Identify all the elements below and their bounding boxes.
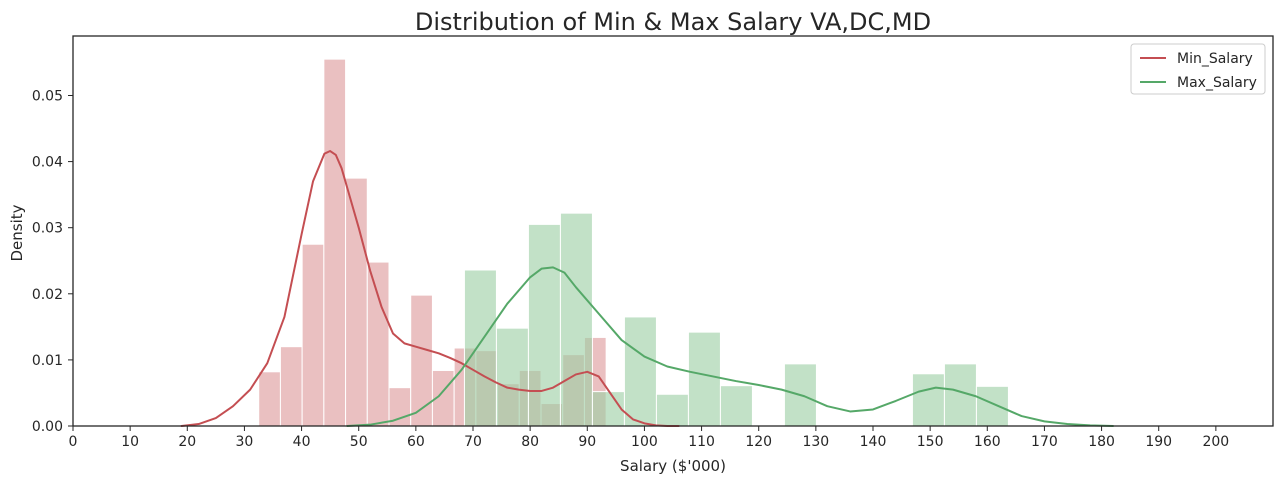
y-tick-label: 0.03 — [32, 221, 63, 237]
kde-line-min-salary — [180, 150, 680, 427]
x-axis-title: Salary ($'000) — [620, 457, 726, 475]
x-tick-label: 20 — [178, 434, 196, 450]
legend: Min_Salary Max_Salary — [1130, 43, 1266, 95]
x-tick-label: 70 — [464, 434, 482, 450]
hist-bar-min-salary-3 — [323, 58, 347, 427]
kde-layer — [180, 150, 1114, 427]
y-tick-label: 0.02 — [32, 287, 63, 303]
x-tick-label: 110 — [688, 434, 715, 450]
hist-bar-min-salary-5 — [366, 261, 390, 427]
kde-line-max-salary — [346, 266, 1114, 427]
x-tick-label: 190 — [1145, 434, 1172, 450]
x-tick-label: 30 — [236, 434, 254, 450]
plot-frame — [72, 35, 1274, 427]
x-tick-label: 0 — [69, 434, 78, 450]
hist-bar-max-salary-4 — [591, 391, 625, 427]
hist-bar-min-salary-2 — [301, 243, 325, 427]
hist-bar-max-salary-6 — [655, 393, 689, 427]
hist-bar-max-salary-0 — [463, 269, 497, 427]
x-tick-label: 40 — [293, 434, 311, 450]
hist-bar-min-salary-1 — [279, 346, 303, 427]
legend-label-max-salary: Max_Salary — [1177, 75, 1257, 91]
x-tick-label: 10 — [121, 434, 139, 450]
hist-bar-max-salary-12 — [975, 385, 1009, 427]
x-tick-label: 200 — [1202, 434, 1229, 450]
x-tick-label: 140 — [860, 434, 887, 450]
y-tick-label: 0.01 — [32, 353, 63, 369]
y-axis-title: Density — [8, 204, 26, 261]
hist-bar-min-salary-0 — [258, 371, 281, 427]
x-tick-label: 160 — [974, 434, 1001, 450]
chart-title: Distribution of Min & Max Salary VA,DC,M… — [415, 8, 931, 36]
hist-bar-min-salary-4 — [345, 177, 368, 427]
x-tick-label: 170 — [1031, 434, 1058, 450]
histogram-layer — [258, 58, 1009, 427]
x-tick-label: 150 — [917, 434, 944, 450]
x-tick-label: 90 — [578, 434, 596, 450]
hist-bar-max-salary-1 — [495, 327, 529, 427]
x-tick-label: 100 — [631, 434, 658, 450]
x-tick-label: 130 — [802, 434, 829, 450]
x-tick-label: 50 — [350, 434, 368, 450]
hist-bar-max-salary-3 — [559, 212, 593, 427]
hist-bar-max-salary-2 — [527, 223, 561, 427]
x-tick-label: 120 — [745, 434, 772, 450]
y-axis: 0.00 0.01 0.02 0.03 0.04 0.05 — [32, 88, 73, 435]
y-tick-label: 0.05 — [32, 88, 63, 104]
x-axis: 0 10 20 30 40 50 60 70 80 90 100 110 120 130 140 150 160… — [69, 426, 1229, 450]
hist-bar-max-salary-7 — [687, 331, 721, 427]
hist-bar-max-salary-8 — [719, 385, 753, 427]
x-tick-label: 60 — [407, 434, 425, 450]
hist-bar-min-salary-7 — [410, 294, 433, 427]
x-tick-label: 80 — [521, 434, 539, 450]
y-tick-label: 0.04 — [32, 155, 63, 171]
hist-bar-max-salary-10 — [911, 373, 945, 427]
hist-bar-max-salary-5 — [623, 316, 657, 427]
x-tick-label: 180 — [1088, 434, 1115, 450]
legend-label-min-salary: Min_Salary — [1177, 51, 1253, 67]
y-tick-label: 0.00 — [32, 419, 63, 435]
